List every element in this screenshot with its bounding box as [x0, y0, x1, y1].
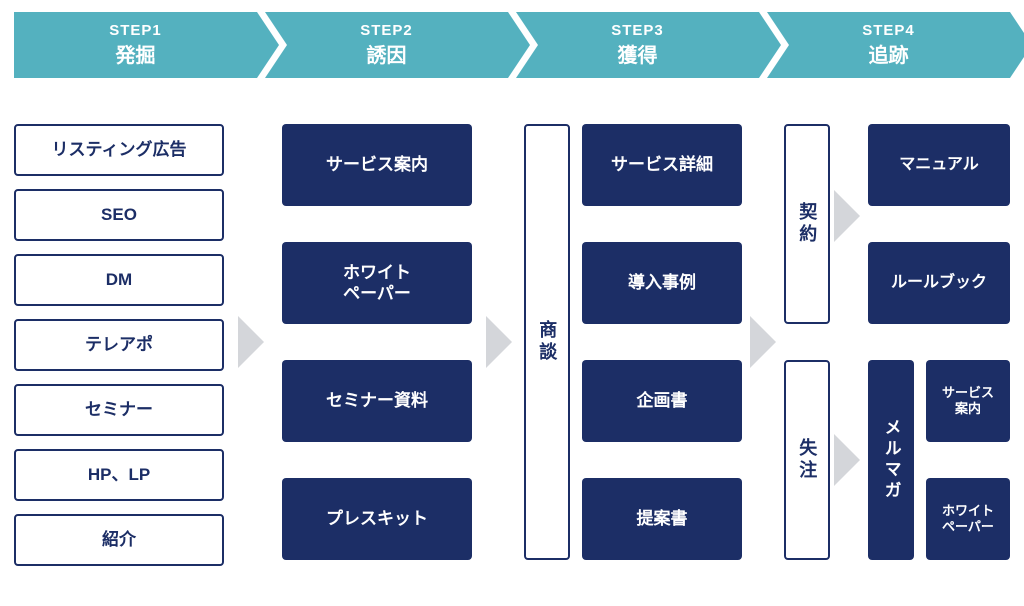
- step4-outcome-contract: 契約: [784, 124, 830, 324]
- asset-card: プレスキット: [282, 478, 472, 560]
- step3-docs-column: サービス詳細 導入事例 企画書 提案書: [582, 124, 742, 596]
- step-chevron-1: STEP1 発掘: [14, 12, 257, 78]
- flow-arrow-icon: [834, 190, 860, 242]
- doc-card: サービス詳細: [582, 124, 742, 206]
- step-number: STEP1: [109, 22, 162, 39]
- step4-lose-gate-column: メルマガ: [868, 360, 914, 560]
- channel-card: DM: [14, 254, 224, 306]
- diagram-body: リスティング広告 SEO DM テレアポ セミナー HP、LP 紹介 サービス案…: [14, 124, 1010, 584]
- gate-card-shodan: 商談: [524, 124, 570, 560]
- asset-card: ホワイトペーパー: [282, 242, 472, 324]
- step-label: 誘因: [367, 39, 407, 68]
- step-label: 発掘: [116, 39, 156, 68]
- step-number: STEP4: [862, 22, 915, 39]
- step4-win-docs-column: マニュアル ルールブック: [868, 124, 1010, 360]
- doc-card: ルールブック: [868, 242, 1010, 324]
- channel-card: リスティング広告: [14, 124, 224, 176]
- gate-card-mailmag: メルマガ: [868, 360, 914, 560]
- asset-card: サービス案内: [282, 124, 472, 206]
- asset-card: セミナー資料: [282, 360, 472, 442]
- step1-channels-column: リスティング広告 SEO DM テレアポ セミナー HP、LP 紹介: [14, 124, 224, 579]
- doc-card: サービス案内: [926, 360, 1010, 442]
- step-chevron-2: STEP2 誘因: [265, 12, 508, 78]
- step4-outcome-lost: 失注: [784, 360, 830, 560]
- step-label: 獲得: [618, 39, 658, 68]
- doc-card: マニュアル: [868, 124, 1010, 206]
- gate-card-contract: 契約: [784, 124, 830, 324]
- step-number: STEP2: [360, 22, 413, 39]
- step2-assets-column: サービス案内 ホワイトペーパー セミナー資料 プレスキット: [282, 124, 472, 596]
- doc-card: 導入事例: [582, 242, 742, 324]
- doc-card: ホワイトペーパー: [926, 478, 1010, 560]
- step4-lose-docs-column: サービス案内 ホワイトペーパー: [926, 360, 1010, 596]
- doc-card: 企画書: [582, 360, 742, 442]
- flow-arrow-icon: [750, 316, 776, 368]
- channel-card: セミナー: [14, 384, 224, 436]
- channel-card: HP、LP: [14, 449, 224, 501]
- gate-card-lost: 失注: [784, 360, 830, 560]
- step-header-row: STEP1 発掘 STEP2 誘因 STEP3 獲得 STEP4 追跡: [14, 12, 1010, 78]
- step-label: 追跡: [869, 39, 909, 68]
- step-chevron-3: STEP3 獲得: [516, 12, 759, 78]
- channel-card: SEO: [14, 189, 224, 241]
- doc-card: 提案書: [582, 478, 742, 560]
- channel-card: テレアポ: [14, 319, 224, 371]
- flow-arrow-icon: [486, 316, 512, 368]
- channel-card: 紹介: [14, 514, 224, 566]
- flow-arrow-icon: [834, 434, 860, 486]
- step-chevron-4: STEP4 追跡: [767, 12, 1010, 78]
- flow-arrow-icon: [238, 316, 264, 368]
- step3-gate-column: 商談: [524, 124, 570, 560]
- step-number: STEP3: [611, 22, 664, 39]
